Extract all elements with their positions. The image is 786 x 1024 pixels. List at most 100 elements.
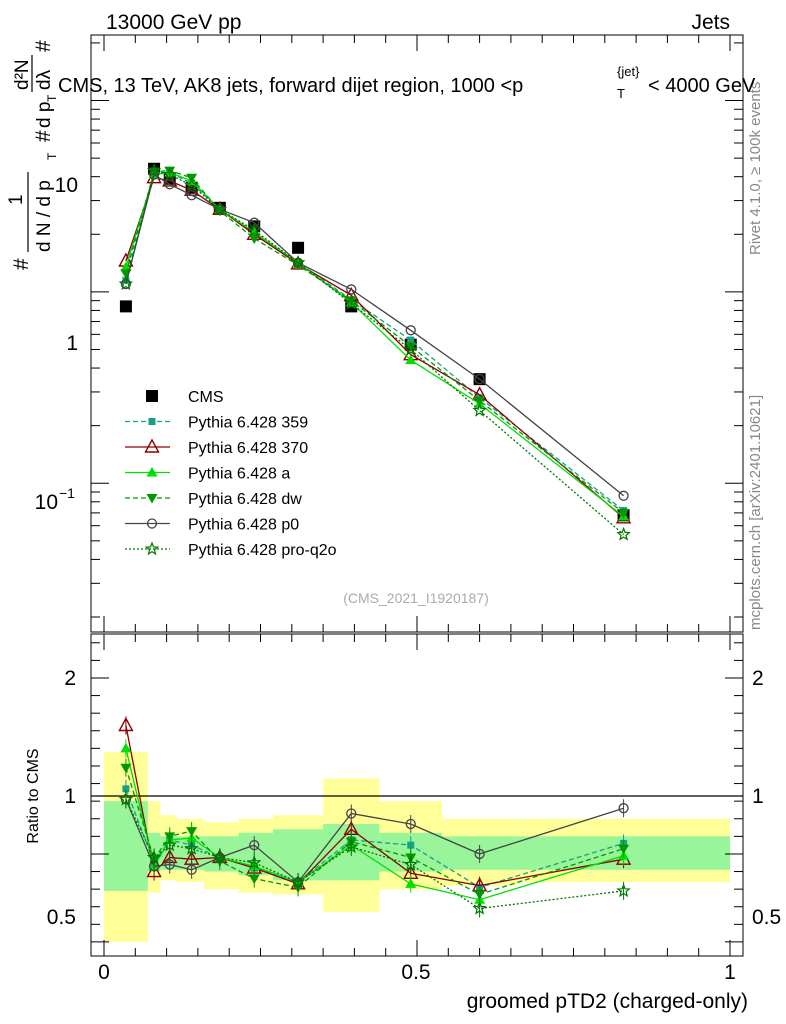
ratio-y-tick-2-right: 2 [752, 667, 764, 690]
legend-marker-p359 [148, 418, 156, 425]
ylabel-T2: T [45, 94, 59, 102]
main-point-pq2o [118, 276, 134, 291]
main-point-pp0 [186, 190, 197, 201]
ratio-point-pq2o [146, 849, 162, 864]
legend-label-pp0: Pythia 6.428 p0 [188, 517, 299, 534]
main-point-pq2o [246, 222, 262, 237]
category-label: Jets [691, 11, 730, 34]
ratio-point-pp0 [164, 859, 175, 870]
ratio-line-pq2o [125, 799, 624, 910]
main-panel-ticks [91, 35, 743, 632]
title-part-1: CMS, 13 TeV, AK8 jets, forward dijet reg… [58, 75, 523, 97]
analysis-watermark: (CMS_2021_I1920187) [343, 590, 489, 606]
y-tick-label-1: 1 [66, 332, 78, 355]
ratio-point-pq2o [246, 855, 262, 869]
plot-title: CMS, 13 TeV, AK8 jets, forward dijet reg… [58, 64, 756, 101]
ratio-point-pdw [474, 890, 486, 900]
x-axis-label: groomed pTD2 (charged-only) [467, 990, 748, 1013]
main-point-pdw [164, 166, 176, 177]
legend-label-pa: Pythia 6.428 a [188, 466, 290, 483]
ratio-y-axis-label: Ratio to CMS [25, 748, 42, 843]
ratio-point-pq2o [616, 883, 631, 898]
legend-item-pdw: Pythia 6.428 dw [125, 491, 302, 508]
main-line-pq2o [125, 169, 625, 535]
main-point-pq2o [403, 341, 418, 356]
ylabel-dN-dpT: d N / d p [34, 180, 55, 252]
ratio-point-pdw [618, 844, 630, 855]
x-tick-label-0: 0 [98, 961, 110, 984]
main-point-CMS [292, 241, 305, 254]
legend-marker-pdw [146, 494, 158, 504]
main-series-pq2o [118, 163, 631, 541]
legend-item-pp0: Pythia 6.428 p0 [125, 517, 299, 534]
main-panel-series [118, 162, 632, 541]
main-point-pq2o [290, 255, 306, 269]
legend-item-p370: Pythia 6.428 370 [125, 438, 308, 457]
main-point-pp0 [249, 217, 260, 228]
ratio-point-pa [120, 742, 132, 753]
main-point-pq2o [146, 163, 162, 177]
ratio-panel-series [118, 716, 632, 918]
ratio-y-tick-1: 1 [64, 785, 76, 808]
legend: CMS Pythia 6.428 359 Pythia 6.428 370 Pythi… [125, 389, 337, 559]
y-axis-label: # 1 d N / d p T # d p T dλ d²N # [6, 40, 59, 270]
ratio-point-pq2o [290, 874, 306, 889]
legend-marker-pa [146, 467, 158, 477]
main-point-pdw [345, 296, 357, 307]
legend-item-p359: Pythia 6.428 359 [125, 415, 308, 432]
ratio-point-p370 [118, 717, 134, 732]
ylabel-hash-3: # [32, 40, 55, 52]
ratio-point-pq2o [118, 791, 134, 806]
main-point-pq2o [344, 295, 359, 310]
legend-item-CMS: CMS [146, 389, 224, 406]
title-sub-T: T [617, 86, 625, 101]
ratio-panel-ticks [91, 634, 743, 956]
main-point-pa [120, 261, 132, 271]
ratio-point-pq2o [403, 856, 418, 871]
y-tick-label-10: 10 [55, 174, 78, 197]
main-line-pdw [125, 170, 624, 514]
main-point-pq2o [184, 177, 199, 192]
main-point-pp0 [618, 490, 629, 501]
ratio-point-pp0 [249, 839, 260, 851]
ratio-point-pq2o [472, 900, 487, 915]
ratio-point-p359 [407, 841, 415, 849]
legend-marker-pp0 [146, 518, 158, 529]
main-point-pdw [618, 508, 630, 519]
ylabel-dpT: d p [34, 102, 55, 128]
main-point-pp0 [346, 284, 357, 295]
ratio-point-pp0 [346, 808, 357, 819]
ylabel-d2N: d²N [12, 59, 33, 90]
legend-label-CMS: CMS [188, 389, 224, 406]
ratio-point-pq2o [184, 841, 199, 855]
ratio-point-p359 [122, 785, 130, 793]
legend-marker-CMS [146, 390, 158, 402]
ratio-band-inner [273, 829, 324, 881]
main-point-pdw [148, 167, 160, 178]
x-tick-label-0p5: 0.5 [401, 961, 430, 984]
main-point-p359 [122, 276, 130, 284]
legend-label-pdw: Pythia 6.428 dw [188, 491, 302, 508]
main-point-pa [405, 354, 417, 365]
ratio-point-pp0 [474, 848, 485, 860]
ratio-point-pp0 [618, 803, 629, 814]
main-point-CMS [119, 300, 132, 313]
ratio-panel-bands [104, 751, 730, 942]
ratio-point-pq2o [344, 839, 359, 854]
y-tick-label-0p1-exp: −1 [59, 485, 75, 501]
ylabel-hash-1: # [10, 258, 33, 270]
title-sup-jet: {jet} [617, 64, 640, 79]
main-point-pp0 [405, 325, 416, 336]
ratio-y-tick-0p5-right: 0.5 [752, 906, 781, 929]
main-point-pq2o [472, 402, 487, 417]
ylabel-hash-2: # [32, 130, 55, 142]
ratio-point-pp0 [405, 818, 416, 830]
ratio-point-pdw [120, 763, 132, 774]
main-point-pdw [405, 342, 417, 352]
legend-label-p370: Pythia 6.428 370 [188, 440, 308, 457]
main-point-pdw [474, 396, 486, 407]
ratio-point-pp0 [186, 864, 197, 875]
rivet-label: Rivet 4.1.0, ≥ 100k events [747, 82, 764, 255]
ratio-point-pq2o [162, 837, 177, 852]
title-part-2: < 4000 GeV [648, 75, 756, 97]
